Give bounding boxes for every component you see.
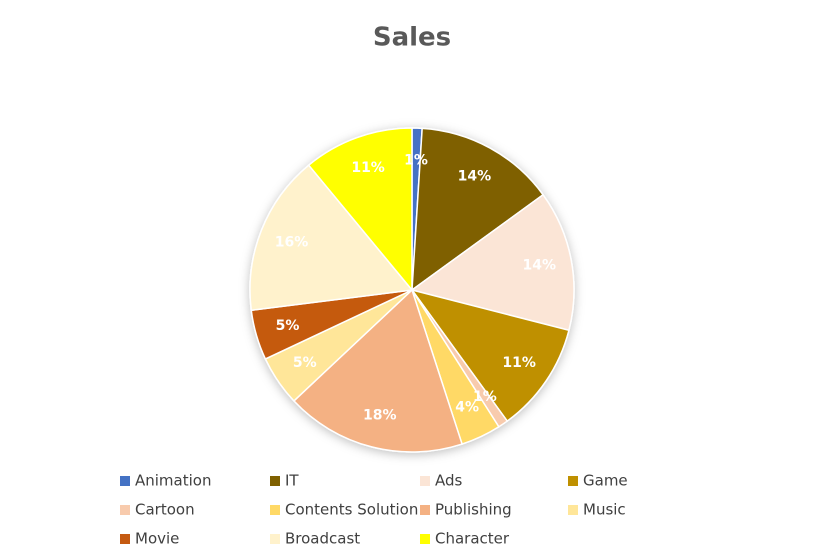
value-label: 4% [455, 399, 479, 415]
value-label: 11% [351, 160, 385, 176]
pie-slice [411, 127, 545, 292]
value-label: 16% [275, 234, 309, 250]
legend-swatch [270, 505, 280, 515]
legend-swatch [420, 534, 430, 544]
value-label: 14% [458, 168, 492, 184]
legend-label: Music [583, 501, 626, 519]
value-label: 1% [404, 152, 428, 168]
legend-swatch [120, 534, 130, 544]
value-label: 5% [276, 318, 300, 334]
value-label: 5% [293, 355, 317, 371]
pie-slice [410, 193, 575, 332]
value-label: 14% [523, 258, 557, 274]
legend-label: Publishing [435, 501, 512, 519]
legend-swatch [420, 505, 430, 515]
value-label: 11% [502, 355, 536, 371]
legend-swatch [120, 505, 130, 515]
legend-swatch [270, 534, 280, 544]
legend-label: Broadcast [285, 530, 360, 548]
legend-swatch [568, 476, 578, 486]
legend-label: Ads [435, 472, 463, 490]
value-label: 1% [473, 389, 497, 405]
pie-slice [410, 288, 570, 423]
value-label: 18% [363, 408, 397, 424]
legend-label: Animation [135, 472, 211, 490]
pie-slice [307, 127, 413, 293]
legend-label: IT [285, 472, 299, 490]
legend-label: Movie [135, 530, 179, 548]
legend-label: Game [583, 472, 628, 490]
legend-label: Cartoon [135, 501, 195, 519]
legend-swatch [420, 476, 430, 486]
legend-label: Contents Solution [285, 501, 418, 519]
legend-swatch [568, 505, 578, 515]
pie [249, 127, 575, 453]
pie-slice [292, 288, 464, 453]
legend-label: Character [435, 530, 510, 548]
legend-swatch [270, 476, 280, 486]
chart-title: Sales [373, 23, 451, 53]
pie-slice [249, 164, 414, 312]
legend-swatch [120, 476, 130, 486]
